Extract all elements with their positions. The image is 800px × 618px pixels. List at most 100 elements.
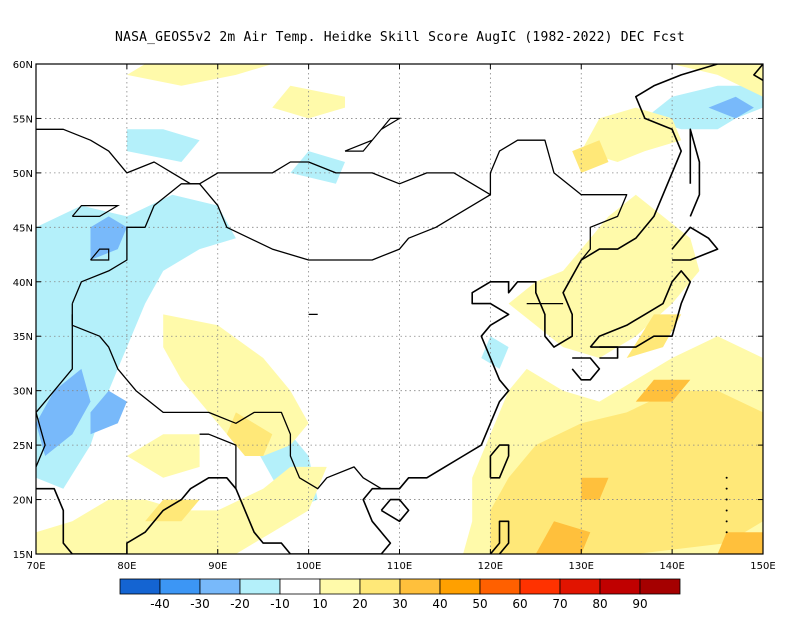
colorbar: -40 -30 -20 -10 10 20 30 40 50 60 70 80 90: [119, 578, 681, 611]
country-border: [36, 128, 200, 185]
coastline: [599, 346, 619, 359]
colorbar-swatch: [359, 578, 401, 595]
score-region: [535, 521, 591, 554]
island-dot: [725, 487, 728, 490]
score-region: [163, 314, 309, 456]
colorbar-label: 60: [512, 597, 527, 611]
score-region: [635, 379, 691, 402]
coastline: [689, 128, 701, 217]
coastline: [671, 226, 719, 261]
y-tick-label: 15N: [13, 550, 33, 561]
colorbar-swatch: [599, 578, 641, 595]
score-region: [272, 85, 345, 119]
coastline: [127, 608, 136, 618]
y-axis-ticks: 15N 20N 25N 30N 35N 40N 45N 50N 55N 60N: [13, 60, 763, 561]
x-tick-label: 130E: [569, 561, 594, 572]
colorbar-label: -10: [270, 597, 290, 611]
colorbar-label: 30: [392, 597, 407, 611]
colorbar-label: 40: [432, 597, 447, 611]
colorbar-swatch: [119, 578, 161, 595]
x-axis-ticks: 70E 80E 90E 100E 110E 120E 130E 140E 150E: [26, 64, 776, 572]
country-border: [199, 161, 491, 196]
score-region: [581, 107, 682, 162]
coastline: [589, 270, 692, 348]
colorbar-label: 20: [352, 597, 367, 611]
colorbar-label: 10: [312, 597, 327, 611]
coastline: [380, 498, 410, 523]
y-tick-label: 25N: [13, 441, 33, 452]
score-region: [126, 64, 273, 86]
y-tick-label: 60N: [13, 60, 33, 71]
coastlines-and-borders: [36, 64, 763, 618]
x-tick-label: 70E: [26, 561, 45, 572]
colorbar-swatch: [639, 578, 681, 595]
x-tick-label: 140E: [659, 561, 684, 572]
lake-outline: [344, 117, 402, 152]
x-tick-label: 80E: [117, 561, 136, 572]
lat-lon-grid: [36, 64, 763, 554]
island-dot: [725, 520, 728, 523]
y-tick-label: 50N: [13, 169, 33, 180]
colorbar-label: 50: [472, 597, 487, 611]
colorbar-label: 90: [632, 597, 647, 611]
colorbar-label: 70: [552, 597, 567, 611]
colorbar-swatch: [559, 578, 601, 595]
coastline: [36, 64, 763, 554]
country-border: [71, 139, 628, 304]
lake-outline: [90, 248, 110, 261]
score-region: [290, 151, 345, 184]
coastline: [571, 357, 601, 381]
page-title: NASA_GEOS5v2 2m Air Temp. Heidke Skill S…: [115, 30, 685, 45]
score-region: [490, 390, 763, 554]
score-region: [717, 532, 763, 554]
coastline: [753, 64, 763, 82]
colorbar-swatch: [319, 578, 361, 595]
island-dot: [725, 509, 728, 512]
country-border: [36, 314, 73, 468]
island-dot: [725, 531, 728, 534]
y-tick-label: 35N: [13, 332, 33, 343]
coastline: [489, 444, 510, 479]
colorbar-swatch: [399, 578, 441, 595]
coastline: [489, 520, 510, 554]
colorbar-swatch: [519, 578, 561, 595]
colorbar-swatch: [439, 578, 481, 595]
y-tick-label: 30N: [13, 387, 33, 398]
y-tick-label: 45N: [13, 223, 33, 234]
score-region: [581, 477, 609, 500]
score-region: [481, 336, 509, 369]
y-tick-label: 55N: [13, 114, 33, 125]
score-region: [36, 194, 236, 489]
score-region: [572, 140, 609, 173]
country-border: [199, 433, 237, 489]
colorbar-swatch: [159, 578, 201, 595]
colorbar-swatch: [239, 578, 281, 595]
x-tick-label: 120E: [478, 561, 503, 572]
colorbar-swatch: [479, 578, 521, 595]
score-region: [644, 85, 763, 130]
score-region: [708, 96, 754, 119]
x-tick-label: 110E: [387, 561, 412, 572]
score-region: [126, 434, 200, 478]
score-region: [508, 194, 700, 358]
colorbar-label: -40: [150, 597, 170, 611]
x-tick-label: 100E: [296, 561, 321, 572]
colorbar-label: 80: [592, 597, 607, 611]
island-dot: [725, 498, 728, 501]
score-region: [90, 390, 127, 435]
colorbar-label: -30: [190, 597, 210, 611]
y-tick-label: 40N: [13, 278, 33, 289]
score-region: [672, 64, 763, 97]
score-region: [226, 412, 273, 456]
colorbar-label: -20: [230, 597, 250, 611]
lake-outline: [71, 205, 120, 217]
island-dot: [725, 476, 728, 479]
country-border: [71, 303, 382, 490]
score-region: [126, 129, 200, 162]
x-tick-label: 150E: [750, 561, 775, 572]
colorbar-swatch: [199, 578, 241, 595]
x-tick-label: 90E: [208, 561, 227, 572]
colorbar-swatch: [279, 578, 321, 595]
